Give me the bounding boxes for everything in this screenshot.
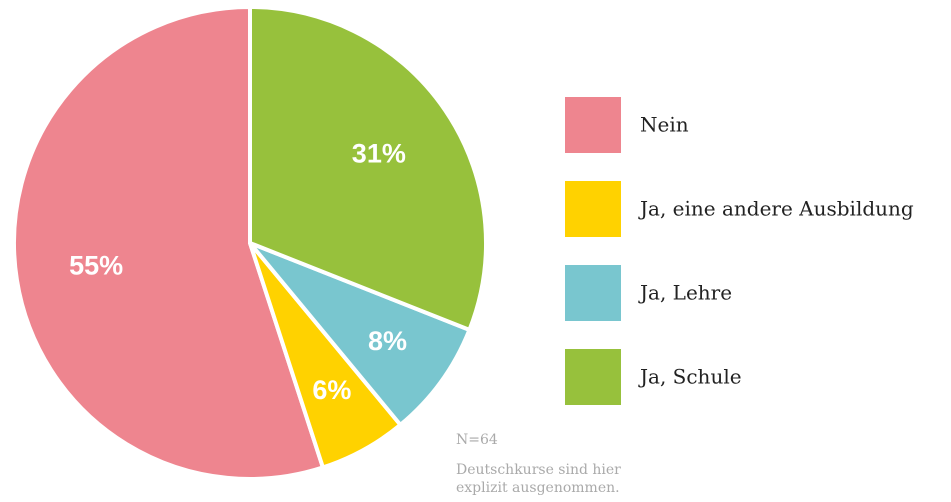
legend-swatch	[565, 265, 621, 321]
legend-label: Ja, Schule	[638, 365, 742, 389]
note: N=64	[456, 432, 498, 448]
value-label: 55%	[69, 250, 123, 280]
legend-label: Ja, eine andere Ausbildung	[638, 197, 914, 221]
legend-swatch	[565, 349, 621, 405]
legend-label: Nein	[640, 113, 689, 137]
legend-swatch	[565, 181, 621, 237]
value-label: 8%	[368, 326, 407, 356]
value-label: 6%	[312, 375, 351, 405]
value-label: 31%	[352, 139, 406, 169]
note: explizit ausgenommen.	[456, 480, 620, 496]
slice	[248, 5, 488, 332]
legend-swatch	[565, 97, 621, 153]
slice	[12, 5, 325, 481]
slice	[248, 241, 472, 427]
note: Deutschkurse sind hier	[456, 462, 621, 478]
legend-label: Ja, Lehre	[638, 281, 732, 305]
